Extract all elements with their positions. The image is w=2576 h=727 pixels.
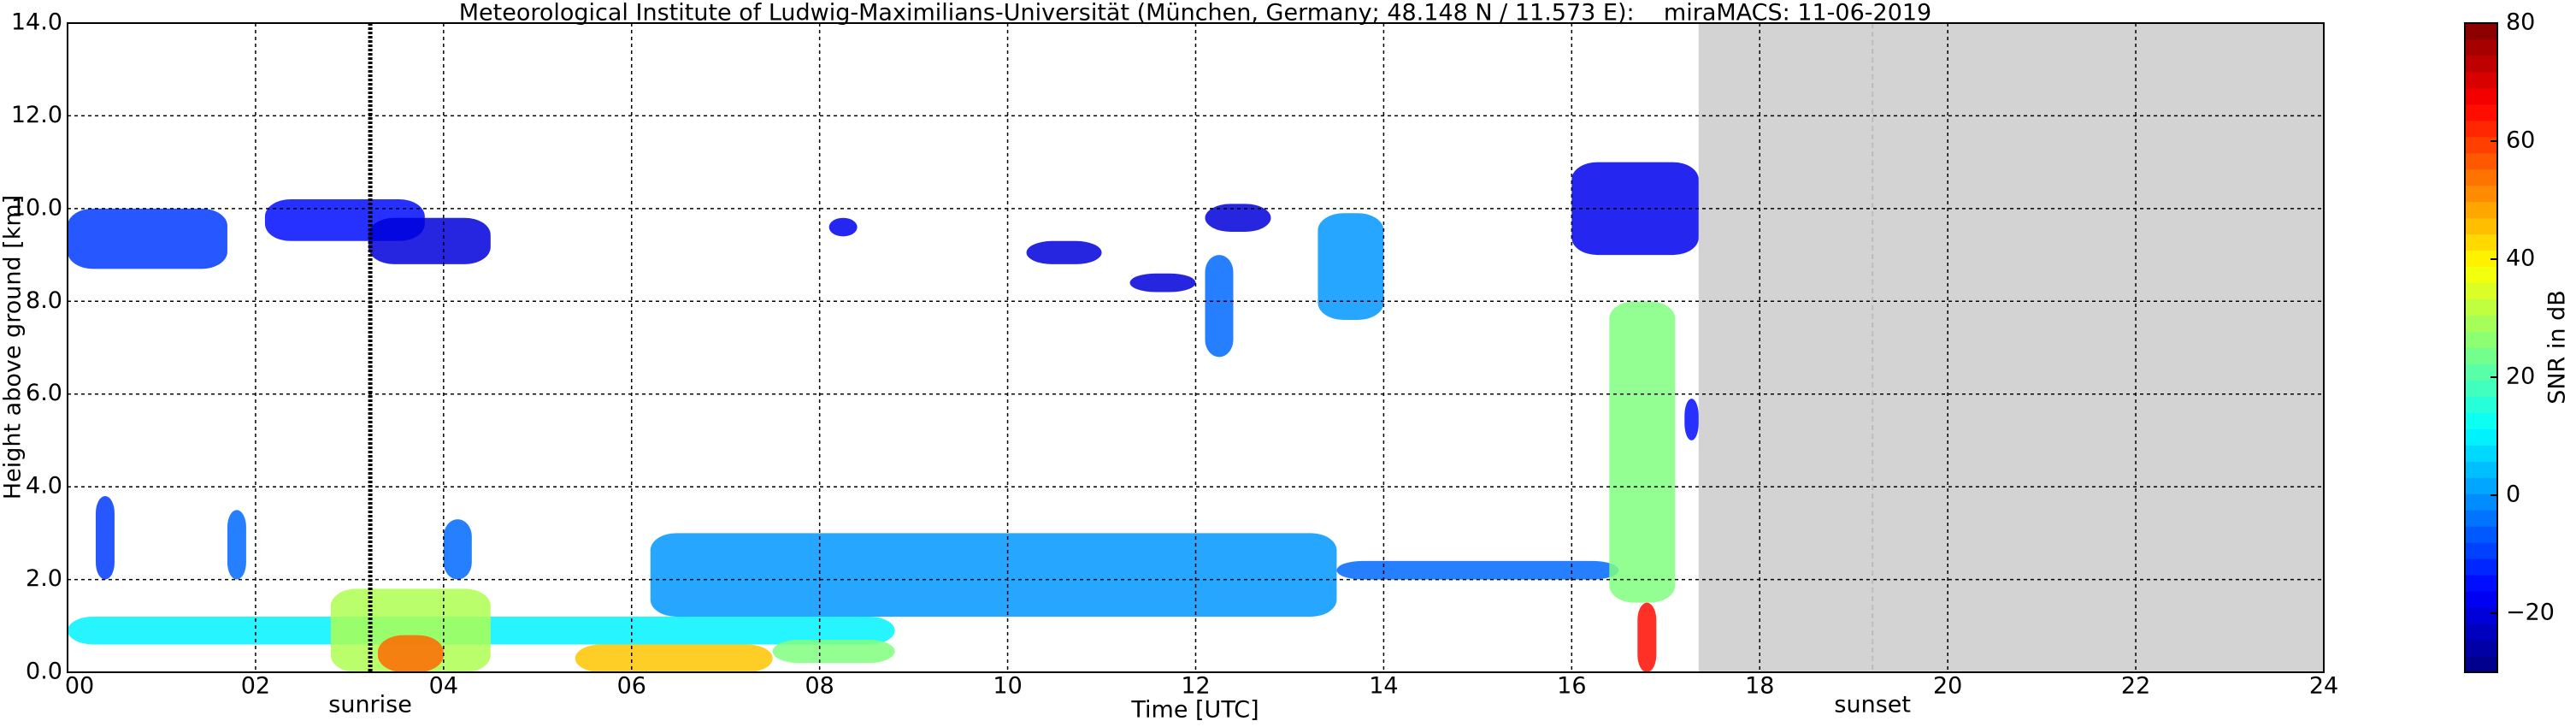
echo-region (1129, 273, 1196, 293)
x-tick-label: 04 (429, 673, 458, 700)
x-tick-label: 08 (805, 673, 834, 700)
x-tick-label: 20 (1933, 673, 1962, 700)
x-tick-label: 18 (1745, 673, 1774, 700)
echo-region (575, 644, 773, 672)
y-tick-label: 8.0 (26, 287, 62, 314)
colorbar-step (2465, 71, 2497, 89)
colorbar-step (2465, 103, 2497, 121)
colorbar-step (2465, 445, 2497, 462)
echo-region (1205, 204, 1271, 232)
colorbar-tick-label: 40 (2506, 245, 2535, 272)
colorbar-step (2465, 477, 2497, 494)
colorbar-step (2465, 575, 2497, 592)
colorbar-step (2465, 429, 2497, 446)
echo-region (68, 208, 227, 269)
y-axis-label: Height above ground [km] (0, 195, 27, 499)
colorbar-step (2465, 624, 2497, 641)
echo-region (1637, 602, 1657, 672)
y-tick-label: 4.0 (26, 473, 62, 499)
colorbar-tick-label: −20 (2506, 600, 2555, 626)
colorbar-step (2465, 250, 2497, 268)
x-tick-label: 24 (2309, 673, 2338, 700)
x-tick-label: 16 (1557, 673, 1586, 700)
colorbar-step (2465, 168, 2497, 186)
colorbar-step (2465, 380, 2497, 397)
colorbar-step (2465, 298, 2497, 316)
y-tick-label: 14.0 (11, 9, 62, 36)
x-tick-label: 10 (993, 673, 1022, 700)
echo-region (772, 640, 895, 664)
annotation-label: sunrise (328, 692, 412, 718)
colorbar-step (2465, 640, 2497, 657)
plot-frame (67, 22, 2325, 673)
colorbar-step (2465, 23, 2497, 40)
echo-region (1205, 255, 1234, 358)
x-tick-label: 12 (1181, 673, 1210, 700)
no-data-region (1698, 23, 2324, 672)
colorbar-step (2465, 38, 2497, 56)
echo-region (368, 217, 491, 264)
colorbar-step (2465, 201, 2497, 219)
colorbar-tick-label: 60 (2506, 127, 2535, 154)
colorbar-step (2465, 494, 2497, 511)
colorbar-step (2465, 185, 2497, 203)
colorbar-step (2465, 152, 2497, 170)
x-tick-label: 02 (241, 673, 270, 700)
colorbar-frame (2464, 22, 2498, 673)
colorbar-step (2465, 559, 2497, 576)
annotation-label: sunset (1834, 692, 1911, 718)
colorbar-tick-label: 20 (2506, 364, 2535, 390)
echo-region (95, 495, 115, 580)
x-tick-label: 14 (1369, 673, 1398, 700)
y-tick-label: 0.0 (26, 659, 62, 685)
colorbar-step (2465, 510, 2497, 527)
colorbar-label: SNR in dB (2544, 290, 2571, 405)
echo-region (227, 510, 246, 580)
echo-region (1336, 560, 1619, 580)
echo-region (443, 519, 472, 580)
colorbar-step (2465, 136, 2497, 154)
colorbar-step (2465, 266, 2497, 284)
x-tick-label: 22 (2121, 673, 2150, 700)
y-tick-label: 12.0 (11, 102, 62, 128)
colorbar-step (2465, 120, 2497, 138)
colorbar-step (2465, 55, 2497, 73)
chart-title: Meteorological Institute of Ludwig-Maxim… (459, 0, 1932, 27)
colorbar-tick-label: 80 (2506, 9, 2535, 36)
colorbar-step (2465, 542, 2497, 559)
colorbar-step (2465, 282, 2497, 300)
x-tick-label: 00 (65, 673, 94, 700)
echo-region (1609, 301, 1676, 603)
y-tick-label: 10.0 (11, 194, 62, 221)
colorbar-step (2465, 347, 2497, 364)
colorbar-step (2465, 233, 2497, 251)
echo-region (828, 217, 858, 237)
echo-region (377, 635, 444, 672)
echo-region (1317, 213, 1384, 320)
colorbar-step (2465, 412, 2497, 429)
colorbar-step (2465, 591, 2497, 608)
x-axis-label: Time [UTC] (1130, 697, 1259, 724)
colorbar-step (2465, 315, 2497, 333)
echo-region (1026, 240, 1102, 264)
echo-region (1684, 399, 1699, 440)
colorbar-tick-label: 0 (2506, 482, 2520, 508)
colorbar-step (2465, 461, 2497, 478)
colorbar-step (2465, 396, 2497, 413)
colorbar-step (2465, 607, 2497, 624)
colorbar-step (2465, 364, 2497, 381)
colorbar-step (2465, 217, 2497, 235)
colorbar-step (2465, 526, 2497, 543)
colorbar-step (2465, 331, 2497, 348)
y-tick-label: 6.0 (26, 380, 62, 406)
x-tick-label: 06 (617, 673, 646, 700)
y-tick-label: 2.0 (26, 565, 62, 592)
echo-region (650, 533, 1337, 617)
colorbar-step (2465, 656, 2497, 673)
colorbar-step (2465, 87, 2497, 105)
